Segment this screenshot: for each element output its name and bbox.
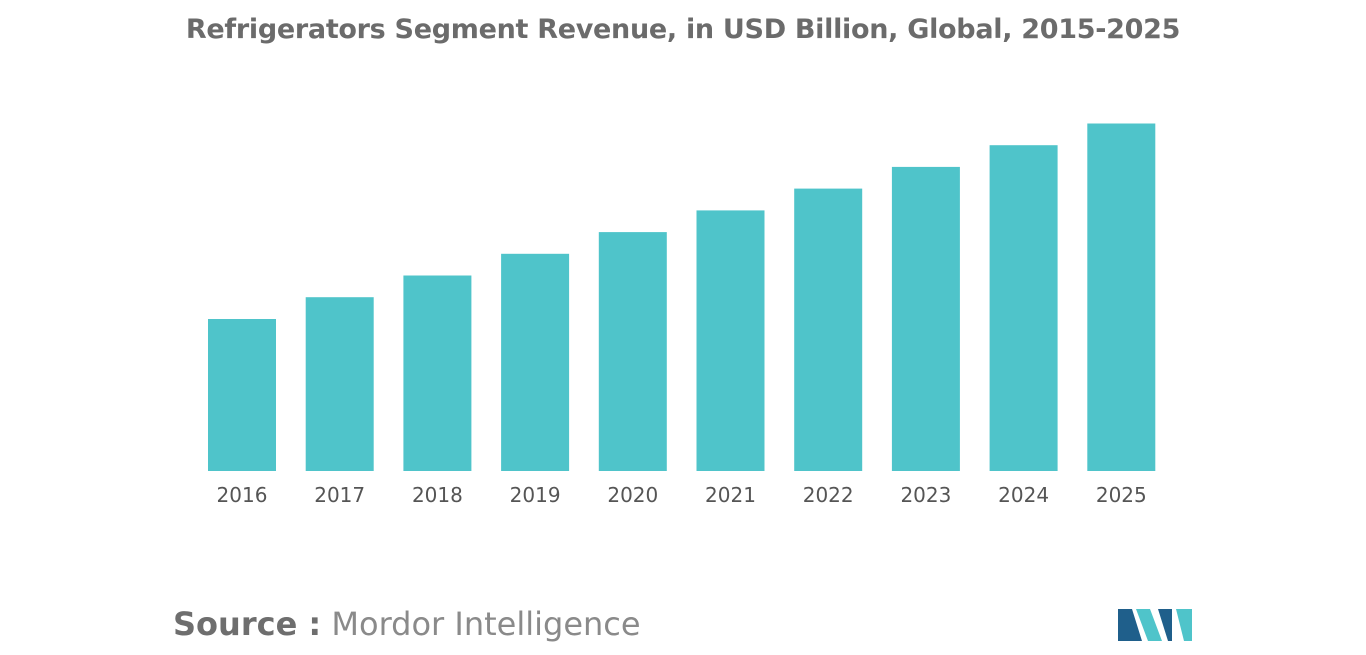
bar-2020 bbox=[598, 232, 667, 471]
bar-2023 bbox=[891, 166, 960, 471]
bar-2022 bbox=[794, 188, 863, 471]
bars-group bbox=[208, 123, 1156, 471]
source-attribution: Source : Mordor Intelligence bbox=[173, 605, 641, 643]
chart-title: Refrigerators Segment Revenue, in USD Bi… bbox=[185, 14, 1181, 45]
x-tick-label-2021: 2021 bbox=[705, 483, 756, 507]
x-tick-label-2025: 2025 bbox=[1096, 483, 1147, 507]
x-tick-label-2018: 2018 bbox=[412, 483, 463, 507]
source-name: Mordor Intelligence bbox=[331, 605, 641, 643]
x-tick-label-2017: 2017 bbox=[314, 483, 365, 507]
source-prefix: Source : bbox=[173, 605, 322, 643]
bar-2016 bbox=[208, 319, 276, 471]
bar-2024 bbox=[989, 145, 1058, 471]
bar-2019 bbox=[501, 253, 570, 471]
bar-2025 bbox=[1087, 123, 1156, 471]
x-axis-ticks: 2016 2017 2018 2019 2020 2021 2022 2023 2024 2025 bbox=[217, 483, 1147, 507]
bar-2017 bbox=[305, 297, 374, 471]
x-tick-label-2024: 2024 bbox=[998, 483, 1049, 507]
bar-2021 bbox=[696, 210, 765, 471]
x-tick-label-2022: 2022 bbox=[803, 483, 854, 507]
mordor-intelligence-logo-icon bbox=[1118, 609, 1192, 641]
x-tick-label-2019: 2019 bbox=[510, 483, 561, 507]
x-tick-label-2020: 2020 bbox=[607, 483, 658, 507]
x-tick-label-2023: 2023 bbox=[900, 483, 951, 507]
bar-2018 bbox=[403, 275, 472, 471]
x-tick-label-2016: 2016 bbox=[217, 483, 268, 507]
